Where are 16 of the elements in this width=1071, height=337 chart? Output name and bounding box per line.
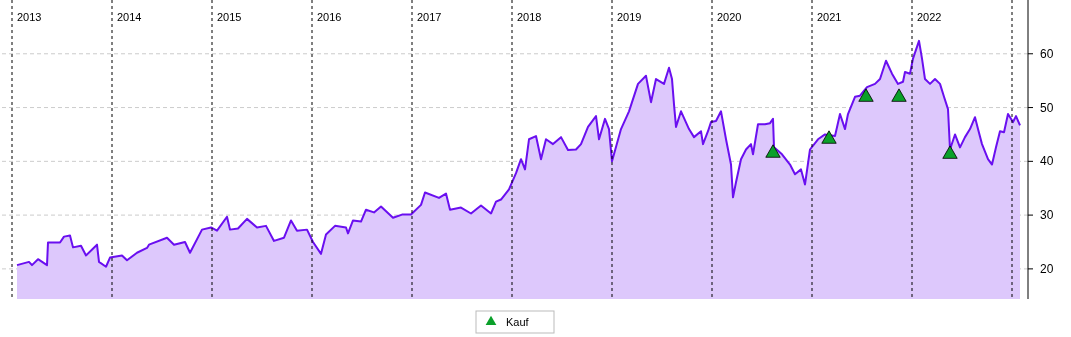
ref-line-label: 2016 [317,11,342,23]
ref-line-label: 2019 [617,11,642,23]
ref-line-label: 2015 [217,11,242,23]
y-tick-label: 50 [1040,100,1054,115]
legend-label: Kauf [506,316,530,328]
y-tick-label: 30 [1040,208,1054,223]
ref-line-label: 2017 [417,11,442,23]
ref-line-label: 2022 [917,11,942,23]
ref-line-label: 2013 [17,11,42,23]
y-tick-label: 20 [1040,261,1054,276]
y-tick-label: 60 [1040,46,1054,61]
ref-line-label: 2020 [717,11,742,23]
y-tick-label: 40 [1040,154,1054,169]
ref-line-label: 2018 [517,11,542,23]
ref-line-label: 2021 [817,11,842,23]
ref-line-label: 2014 [117,11,142,23]
